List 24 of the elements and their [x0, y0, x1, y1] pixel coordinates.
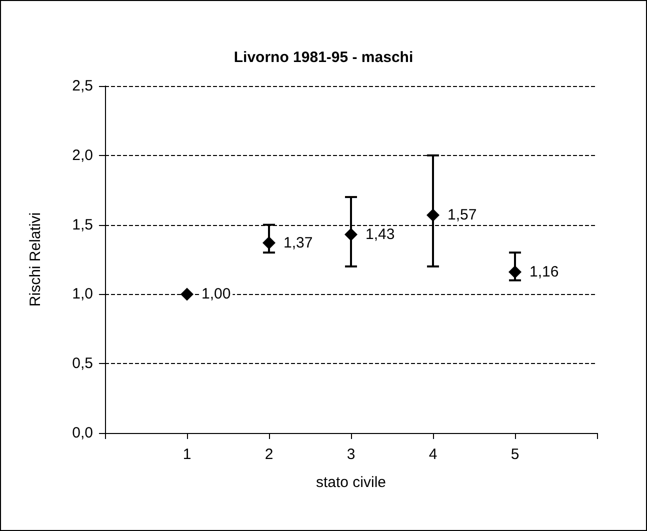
y-tick-label: 0,0	[72, 424, 93, 442]
x-tick-label: 4	[428, 446, 438, 463]
y-tick-label: 2,5	[72, 78, 93, 94]
x-tick-label: 5	[510, 446, 520, 463]
y-axis-title: Rischi Relativi	[27, 212, 44, 307]
x-tick-label: 2	[264, 446, 274, 463]
y-tick-label: 2,0	[72, 146, 93, 164]
point	[508, 265, 522, 278]
point	[426, 208, 440, 222]
data-label: 1,00	[202, 286, 231, 303]
chart-title: Livorno 1981-95 - maschi	[234, 49, 414, 66]
x-tick-label: 1	[182, 446, 192, 463]
data-label: 1,57	[448, 206, 477, 224]
y-tick-label: 0,5	[72, 355, 93, 372]
point	[344, 228, 358, 242]
y-tick-label: 1,5	[72, 216, 93, 234]
x-axis-title: stato civile	[316, 474, 386, 491]
point	[180, 288, 194, 301]
data-label: 1,16	[530, 263, 559, 280]
data-label: 1,43	[366, 226, 395, 244]
x-tick-label: 3	[346, 446, 356, 463]
point	[262, 236, 276, 250]
y-tick-label: 1,0	[72, 286, 93, 303]
data-label: 1,37	[284, 234, 313, 252]
